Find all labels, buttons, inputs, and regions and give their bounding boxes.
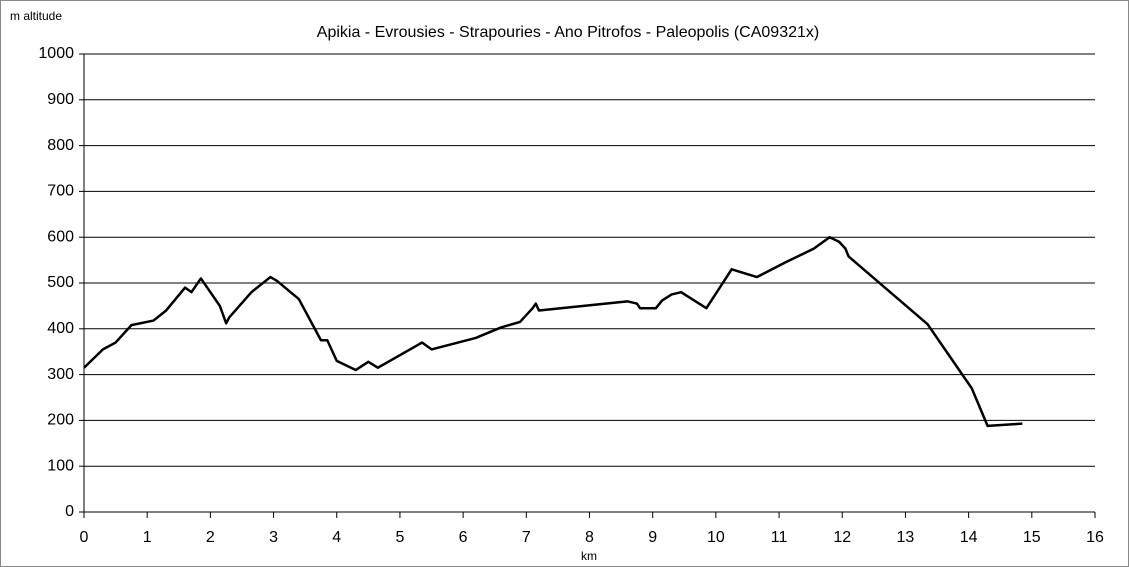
y-tick-label: 100 bbox=[47, 457, 74, 474]
x-tick-label: 13 bbox=[897, 529, 915, 546]
chart-title: Apikia - Evrousies - Strapouries - Ano P… bbox=[317, 24, 819, 41]
x-tick-label: 16 bbox=[1086, 529, 1104, 546]
x-axis-label: km bbox=[581, 549, 597, 563]
x-tick-label: 2 bbox=[206, 529, 215, 546]
x-tick-label: 7 bbox=[522, 529, 531, 546]
x-tick-label: 9 bbox=[648, 529, 657, 546]
x-tick-label: 3 bbox=[269, 529, 278, 546]
x-tick-label: 10 bbox=[707, 529, 725, 546]
x-tick-label: 4 bbox=[332, 529, 341, 546]
y-tick-label: 1000 bbox=[38, 45, 74, 62]
y-tick-label: 400 bbox=[47, 320, 74, 337]
line bbox=[83, 235, 1023, 428]
y-tick-label: 700 bbox=[47, 183, 74, 200]
x-tick-label: 12 bbox=[833, 529, 851, 546]
y-tick-label: 0 bbox=[65, 503, 74, 520]
y-tick-label: 500 bbox=[47, 274, 74, 291]
x-tick-label: 8 bbox=[585, 529, 594, 546]
x-tick-label: 11 bbox=[771, 529, 788, 546]
x-tick-label: 0 bbox=[80, 529, 89, 546]
y-tick-label: 800 bbox=[47, 137, 74, 154]
y-tick-label: 600 bbox=[47, 228, 74, 245]
x-tick-label: 15 bbox=[1023, 529, 1041, 546]
y-tick-label: 900 bbox=[47, 91, 74, 108]
x-tick-label: 14 bbox=[960, 529, 978, 546]
x-tick-label: 6 bbox=[459, 529, 468, 546]
y-tick-label: 200 bbox=[47, 412, 74, 429]
y-axis-label: m altitude bbox=[10, 9, 62, 23]
x-tick-label: 5 bbox=[395, 529, 404, 546]
y-tick-label: 300 bbox=[47, 366, 74, 383]
x-tick-label: 1 bbox=[143, 529, 152, 546]
